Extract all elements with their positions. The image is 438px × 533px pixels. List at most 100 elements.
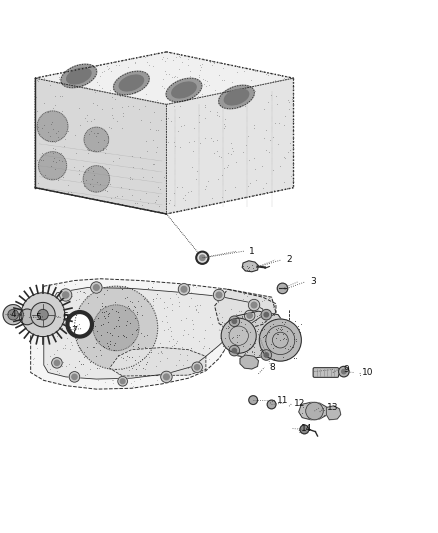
- Point: [186, 71, 193, 80]
- Point: [211, 300, 218, 308]
- Point: [249, 314, 256, 322]
- Point: [229, 147, 236, 155]
- Point: [232, 317, 239, 325]
- Point: [279, 318, 286, 326]
- Point: [319, 403, 326, 412]
- Point: [161, 340, 168, 349]
- Circle shape: [200, 255, 205, 261]
- Point: [250, 350, 257, 358]
- Point: [131, 363, 138, 372]
- Point: [124, 347, 131, 356]
- Point: [73, 341, 80, 349]
- Point: [153, 126, 160, 134]
- Point: [151, 160, 158, 168]
- Point: [166, 344, 173, 352]
- Point: [170, 340, 177, 349]
- Point: [244, 93, 251, 102]
- Point: [154, 192, 161, 200]
- Circle shape: [118, 376, 127, 386]
- Point: [258, 297, 265, 305]
- Point: [69, 340, 76, 349]
- Point: [50, 143, 57, 152]
- Point: [269, 301, 276, 310]
- Point: [190, 325, 197, 334]
- Point: [272, 333, 279, 342]
- Point: [160, 304, 167, 312]
- Point: [152, 148, 159, 156]
- Point: [172, 71, 179, 80]
- Point: [139, 76, 146, 85]
- Point: [130, 342, 137, 350]
- Point: [98, 284, 105, 292]
- Point: [52, 164, 59, 173]
- Point: [262, 314, 269, 323]
- Point: [75, 357, 82, 365]
- Point: [260, 322, 267, 331]
- Point: [118, 358, 125, 367]
- Point: [145, 284, 152, 293]
- Point: [228, 286, 235, 294]
- Point: [213, 290, 220, 298]
- Point: [40, 335, 47, 343]
- Point: [233, 325, 240, 334]
- Point: [136, 105, 143, 114]
- Point: [107, 124, 114, 132]
- Ellipse shape: [119, 75, 144, 91]
- Point: [206, 322, 213, 331]
- Circle shape: [39, 152, 67, 180]
- Point: [245, 265, 252, 274]
- Point: [143, 58, 150, 66]
- Point: [97, 180, 104, 189]
- Point: [119, 314, 126, 322]
- Ellipse shape: [113, 71, 149, 95]
- Point: [145, 321, 152, 329]
- Point: [32, 93, 39, 101]
- Point: [207, 107, 214, 116]
- Circle shape: [194, 365, 200, 370]
- Point: [289, 175, 296, 183]
- Point: [106, 293, 113, 301]
- Point: [182, 314, 189, 322]
- Point: [105, 317, 112, 326]
- Point: [115, 317, 122, 325]
- Point: [190, 94, 197, 102]
- Point: [129, 102, 136, 110]
- Point: [127, 292, 134, 300]
- Point: [55, 121, 62, 130]
- Point: [63, 297, 70, 305]
- Point: [115, 383, 122, 392]
- Point: [115, 346, 122, 354]
- Point: [193, 357, 200, 365]
- Point: [268, 340, 275, 348]
- Point: [168, 300, 175, 309]
- Point: [214, 175, 221, 183]
- Point: [83, 292, 90, 300]
- Point: [267, 321, 274, 330]
- Circle shape: [261, 350, 272, 360]
- Point: [185, 357, 192, 365]
- Point: [114, 78, 121, 87]
- Point: [45, 108, 52, 116]
- Point: [280, 335, 287, 343]
- Point: [228, 340, 235, 348]
- Point: [59, 358, 66, 366]
- Point: [44, 325, 51, 334]
- Point: [228, 304, 235, 313]
- Circle shape: [93, 305, 139, 351]
- FancyBboxPatch shape: [313, 368, 339, 377]
- Point: [113, 360, 120, 368]
- Point: [193, 174, 200, 183]
- Point: [109, 376, 116, 384]
- Point: [46, 365, 53, 374]
- Point: [53, 308, 60, 317]
- Point: [135, 297, 142, 305]
- Point: [35, 131, 42, 140]
- Point: [220, 124, 227, 132]
- Point: [185, 364, 192, 372]
- Point: [225, 324, 232, 333]
- Point: [100, 354, 107, 363]
- Point: [74, 346, 81, 355]
- Point: [102, 127, 109, 135]
- Point: [166, 319, 173, 328]
- Point: [220, 119, 227, 128]
